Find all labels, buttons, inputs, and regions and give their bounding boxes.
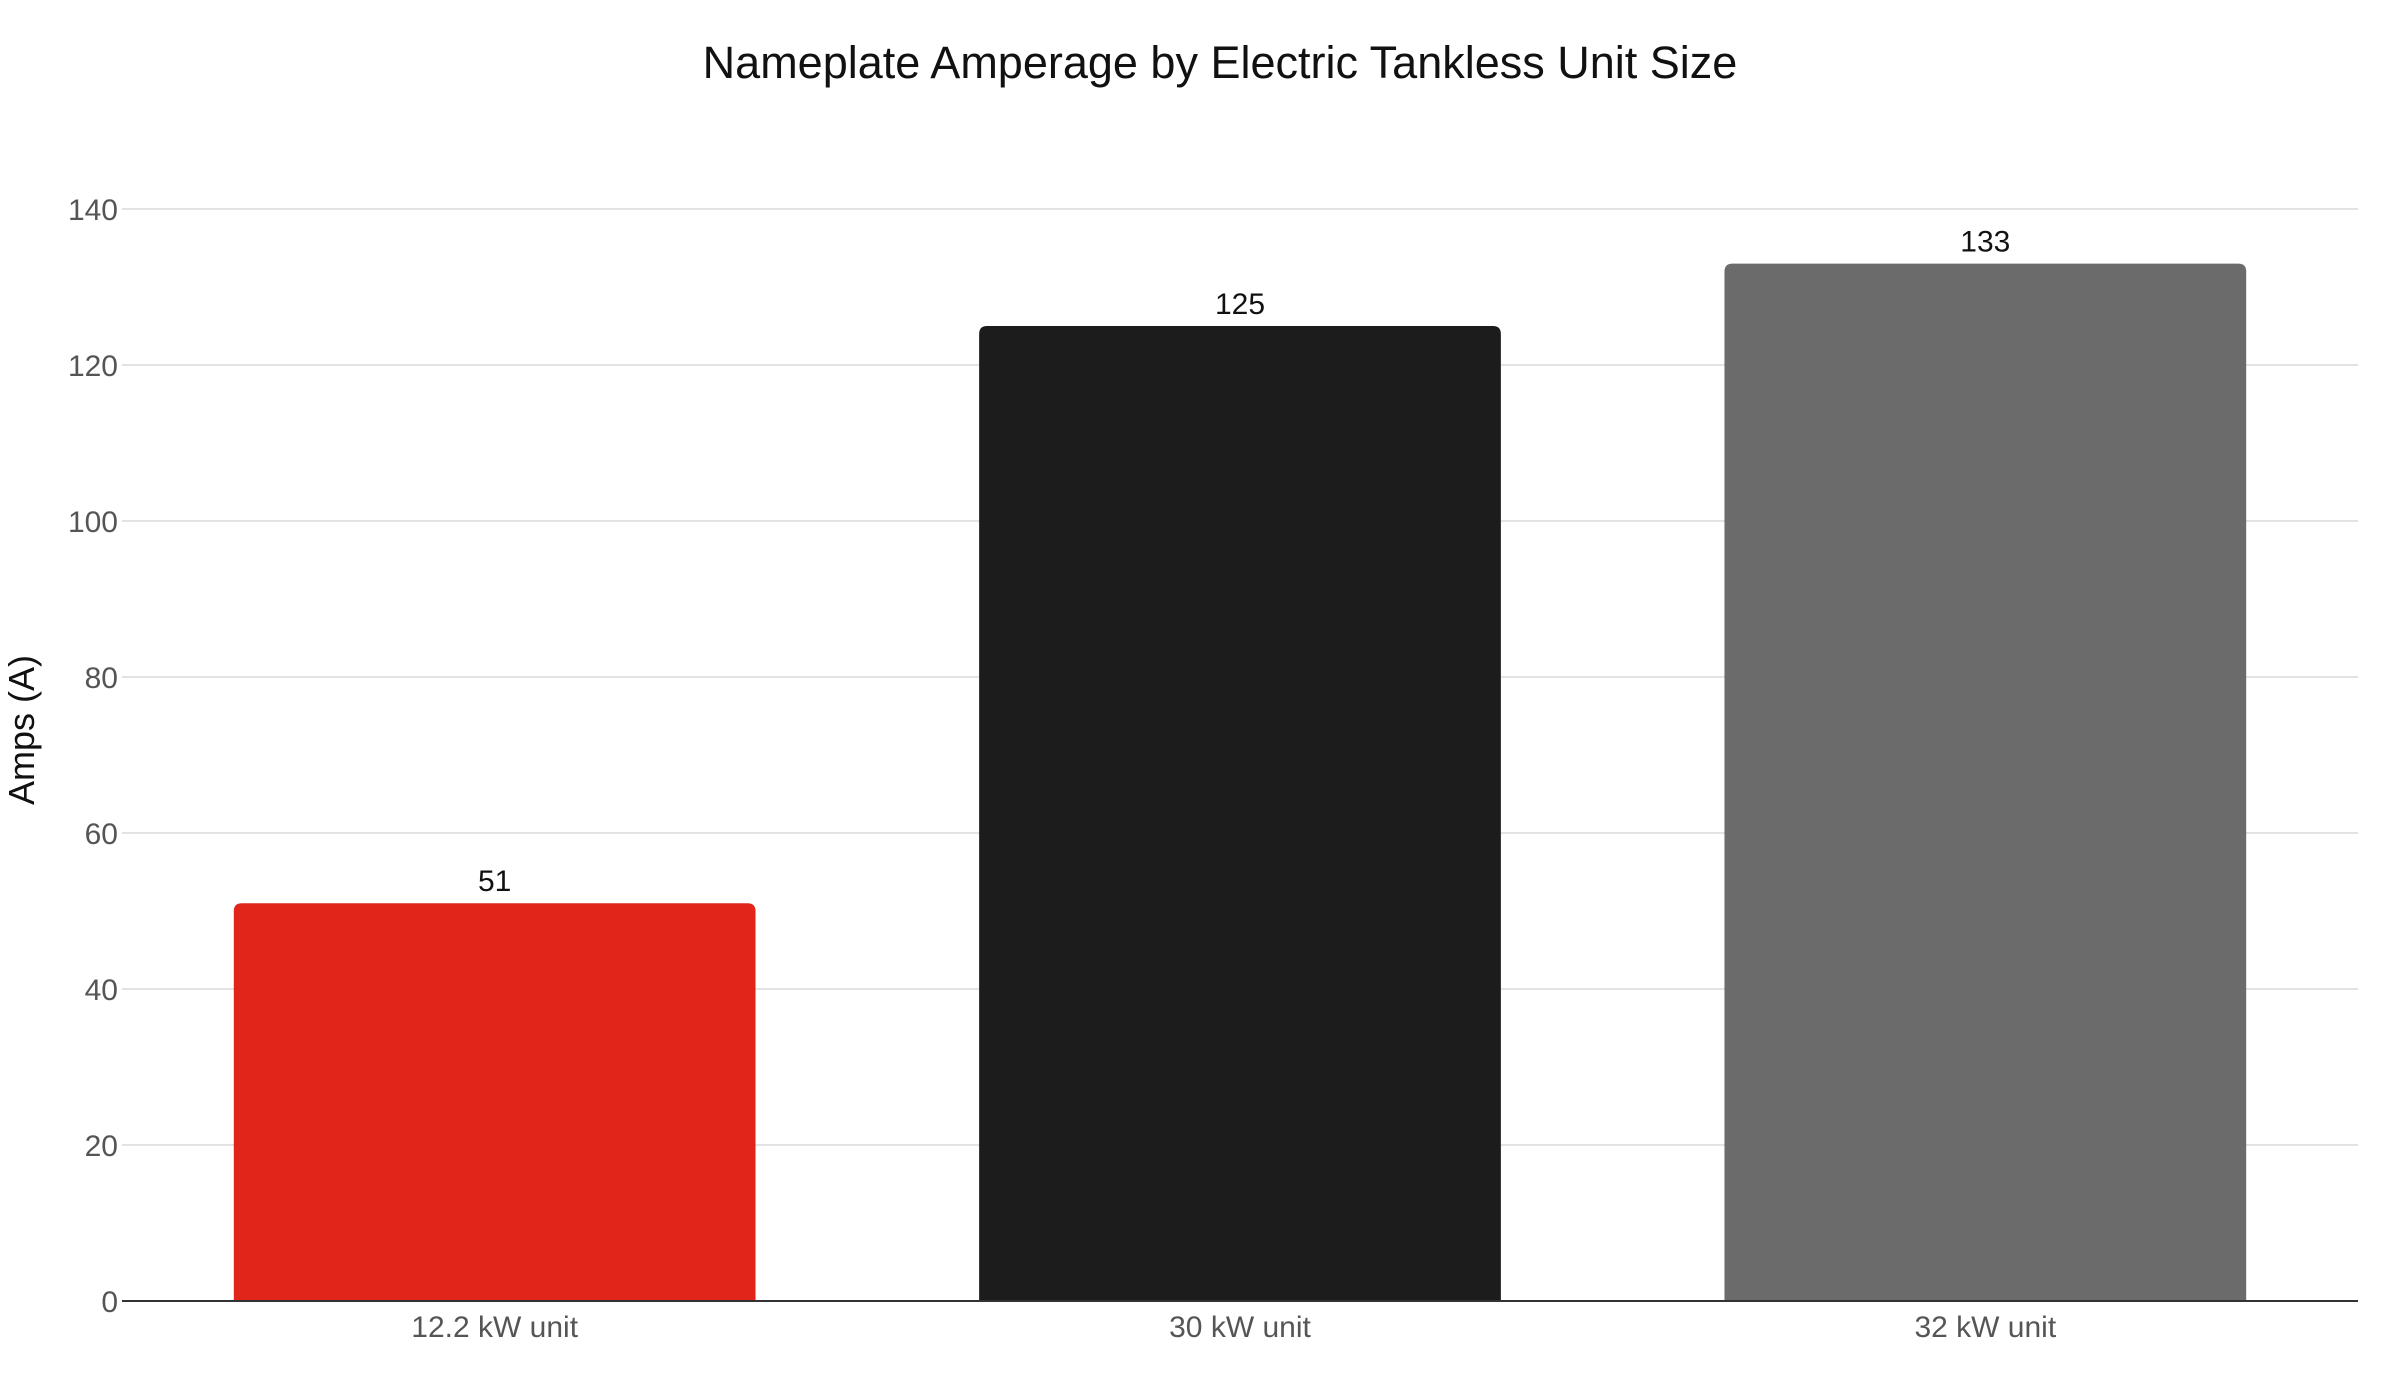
y-tick-label: 20: [85, 1130, 118, 1163]
y-tick-label: 100: [68, 506, 118, 539]
bar-value-label: 125: [1215, 288, 1265, 321]
x-tick-label: 30 kW unit: [1169, 1311, 1311, 1344]
y-tick-label: 120: [68, 350, 118, 383]
bar[interactable]: [1724, 263, 2247, 1302]
bar-value-label: 133: [1960, 226, 2010, 259]
bar-value-label: 51: [478, 865, 511, 898]
y-axis-label: Amps (A): [1, 655, 42, 805]
y-tick-label: 0: [101, 1286, 118, 1319]
x-tick-label: 32 kW unit: [1914, 1311, 2056, 1344]
x-tick-label: 12.2 kW unit: [411, 1311, 578, 1344]
y-tick-label: 40: [85, 974, 118, 1007]
bar[interactable]: [979, 326, 1501, 1301]
data-labels: 51 125 133: [478, 226, 2010, 899]
chart-title: Nameplate Amperage by Electric Tankless …: [703, 37, 1738, 88]
y-tick-label: 60: [85, 818, 118, 851]
bars: [233, 263, 2247, 1302]
axis-ticks: 0 20 40 60 80 100 120 140 12.2 kW unit 30 kW unit…: [68, 194, 2057, 1344]
y-tick-label: 80: [85, 662, 118, 695]
y-tick-label: 140: [68, 194, 118, 227]
bar[interactable]: [233, 903, 756, 1301]
